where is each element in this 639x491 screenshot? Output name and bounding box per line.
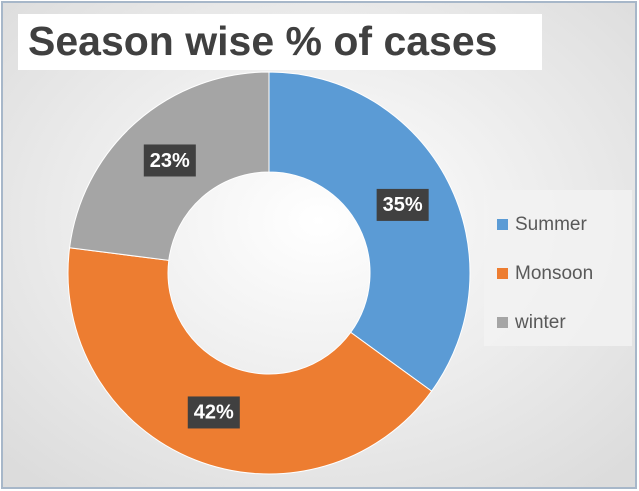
chart-title: Season wise % of cases: [28, 18, 497, 64]
data-label: 42%: [194, 402, 234, 424]
donut-slice: [67, 247, 433, 475]
legend-swatch: [497, 268, 508, 279]
donut-slice: [268, 71, 471, 392]
data-label: 35%: [383, 194, 423, 216]
legend-swatch: [497, 219, 508, 230]
legend-swatch: [497, 317, 508, 328]
data-label-box: [187, 396, 240, 429]
data-label-box: [376, 188, 429, 221]
title-background: [18, 14, 542, 70]
legend-label: Summer: [515, 214, 587, 235]
legend-label: Monsoon: [515, 263, 593, 284]
data-label: 23%: [150, 150, 190, 172]
legend-label: winter: [514, 312, 566, 333]
data-label-box: [143, 144, 196, 177]
legend-box: [484, 190, 632, 346]
